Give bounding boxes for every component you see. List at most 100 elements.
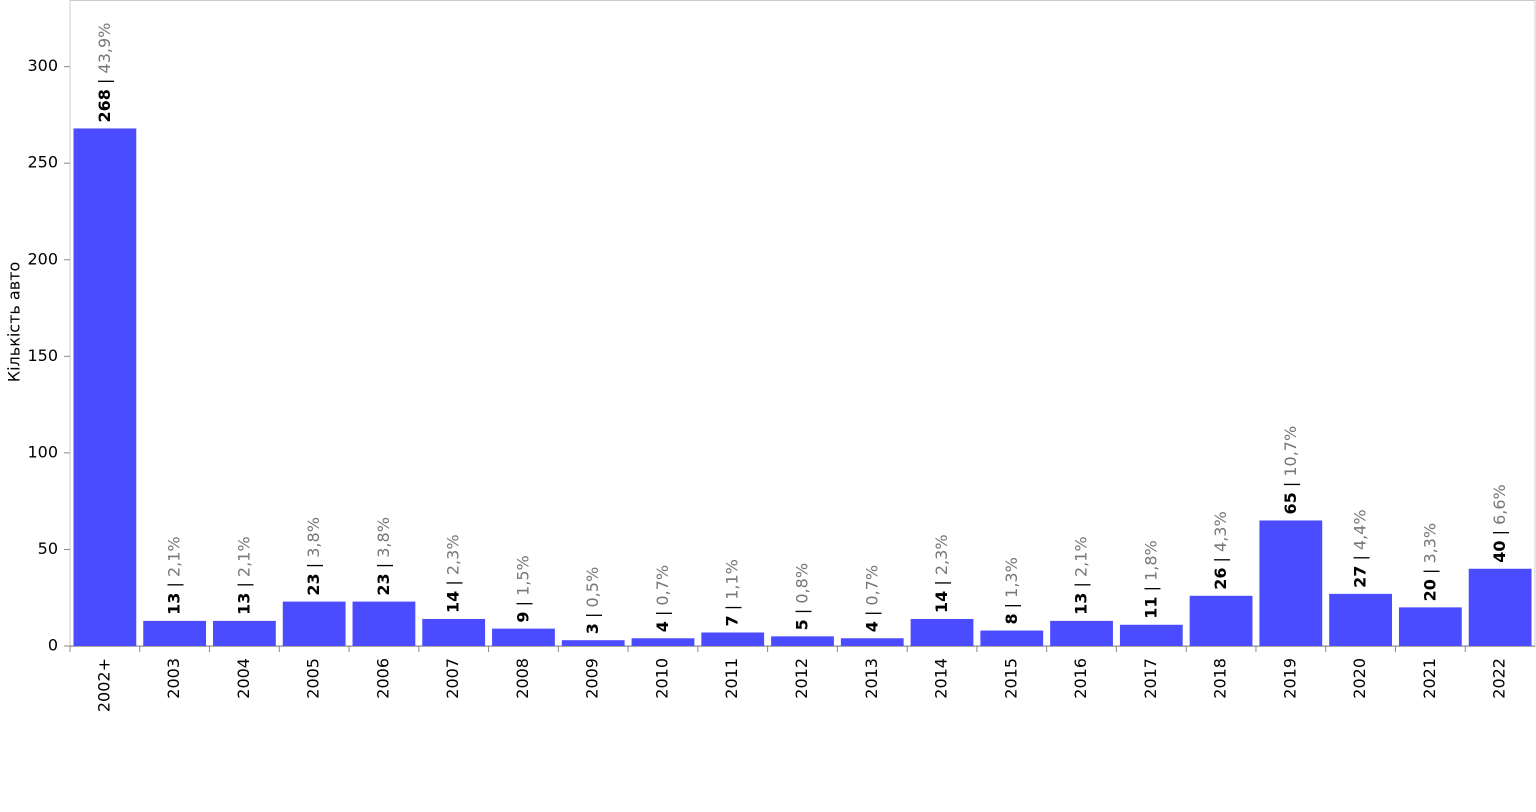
data-label-separator: | — [1211, 557, 1230, 562]
data-label-separator: | — [932, 580, 951, 585]
x-tick-label: 2019 — [1280, 658, 1299, 699]
y-tick-label: 0 — [48, 636, 58, 655]
data-label-count: 13 — [234, 593, 253, 615]
data-label: 14 | 2,3% — [932, 534, 951, 613]
bar — [1398, 607, 1462, 646]
bar — [352, 601, 416, 646]
bar — [771, 636, 834, 646]
bar — [1329, 593, 1392, 646]
data-label-count: 9 — [513, 611, 532, 622]
data-label-share: 2,1% — [234, 536, 253, 577]
data-label-separator: | — [164, 582, 183, 587]
data-label: 27 | 4,4% — [1350, 509, 1369, 588]
data-label-share: 2,1% — [164, 536, 183, 577]
data-label: 9 | 1,5% — [513, 555, 532, 622]
x-tick-label: 2008 — [513, 658, 532, 699]
data-label-count: 4 — [862, 621, 881, 632]
data-label-separator: | — [94, 79, 113, 84]
data-label-separator: | — [583, 613, 602, 618]
data-label-count: 65 — [1280, 492, 1299, 514]
x-tick-label: 2009 — [583, 658, 602, 699]
x-tick-label: 2018 — [1211, 658, 1230, 699]
data-label-share: 10,7% — [1280, 426, 1299, 477]
data-label-count: 40 — [1490, 540, 1509, 562]
x-tick-label: 2002+ — [94, 658, 113, 712]
data-label: 4 | 0,7% — [862, 565, 881, 632]
data-label-count: 4 — [652, 621, 671, 632]
data-label-count: 26 — [1211, 568, 1230, 590]
x-tick-label: 2006 — [373, 658, 392, 699]
bar — [980, 630, 1044, 646]
data-label-share: 0,8% — [792, 563, 811, 604]
data-label-separator: | — [234, 582, 253, 587]
bar — [840, 638, 904, 646]
data-label-share: 0,5% — [583, 567, 602, 608]
data-label-share: 1,5% — [513, 555, 532, 596]
data-label-separator: | — [792, 609, 811, 614]
x-tick-label: 2010 — [652, 658, 671, 699]
data-label-count: 27 — [1350, 566, 1369, 588]
data-label: 5 | 0,8% — [792, 563, 811, 630]
data-label-share: 4,3% — [1211, 511, 1230, 552]
data-label-share: 1,8% — [1141, 540, 1160, 581]
bar — [631, 638, 695, 646]
y-tick-label: 250 — [27, 153, 58, 172]
data-label: 40 | 6,6% — [1490, 484, 1509, 563]
y-tick-label: 150 — [27, 346, 58, 365]
data-label: 65 | 10,7% — [1280, 426, 1299, 515]
bar — [73, 128, 137, 647]
bar — [213, 620, 276, 646]
data-label-separator: | — [862, 611, 881, 616]
data-label-share: 2,3% — [932, 534, 951, 575]
data-label: 13 | 2,1% — [234, 536, 253, 615]
y-tick-label: 200 — [27, 249, 58, 268]
x-tick-label: 2005 — [304, 658, 323, 699]
data-label: 23 | 3,8% — [373, 517, 392, 596]
data-label-count: 14 — [932, 591, 951, 613]
data-label: 14 | 2,3% — [443, 534, 462, 613]
bar — [1119, 624, 1183, 646]
data-label-share: 2,1% — [1071, 536, 1090, 577]
data-label-separator: | — [1071, 582, 1090, 587]
data-label-count: 14 — [443, 591, 462, 613]
bar — [143, 620, 207, 646]
data-label-share: 3,3% — [1420, 523, 1439, 564]
x-tick-label: 2020 — [1350, 658, 1369, 699]
data-label-count: 3 — [583, 623, 602, 634]
x-tick-label: 2007 — [443, 658, 462, 699]
data-label-share: 43,9% — [94, 23, 113, 74]
bar — [492, 628, 555, 646]
data-label: 13 | 2,1% — [1071, 536, 1090, 615]
bar — [561, 640, 625, 646]
data-label: 3 | 0,5% — [583, 567, 602, 634]
x-tick-label: 2017 — [1141, 658, 1160, 699]
data-label-count: 13 — [164, 593, 183, 615]
data-label-count: 268 — [94, 89, 113, 122]
data-label-count: 8 — [1001, 613, 1020, 624]
x-tick-label: 2013 — [862, 658, 881, 699]
data-label-separator: | — [652, 611, 671, 616]
data-label: 26 | 4,3% — [1211, 511, 1230, 590]
data-label: 20 | 3,3% — [1420, 523, 1439, 602]
data-label-count: 11 — [1141, 596, 1160, 618]
data-label: 23 | 3,8% — [304, 517, 323, 596]
x-tick-label: 2021 — [1420, 658, 1439, 699]
data-label-separator: | — [722, 605, 741, 610]
data-label-share: 3,8% — [373, 517, 392, 558]
bar — [1259, 520, 1323, 646]
data-label-share: 1,3% — [1001, 557, 1020, 598]
data-label-separator: | — [1001, 603, 1020, 608]
x-tick-label: 2012 — [792, 658, 811, 699]
data-label-share: 0,7% — [862, 565, 881, 606]
x-tick-label: 2004 — [234, 658, 253, 699]
data-label-share: 6,6% — [1490, 484, 1509, 525]
x-tick-label: 2003 — [164, 658, 183, 699]
data-label: 4 | 0,7% — [652, 565, 671, 632]
data-label-separator: | — [304, 563, 323, 568]
x-tick-label: 2016 — [1071, 658, 1090, 699]
bar — [422, 618, 486, 646]
data-label-separator: | — [1141, 586, 1160, 591]
data-label: 8 | 1,3% — [1001, 557, 1020, 624]
data-label-count: 20 — [1420, 579, 1439, 601]
